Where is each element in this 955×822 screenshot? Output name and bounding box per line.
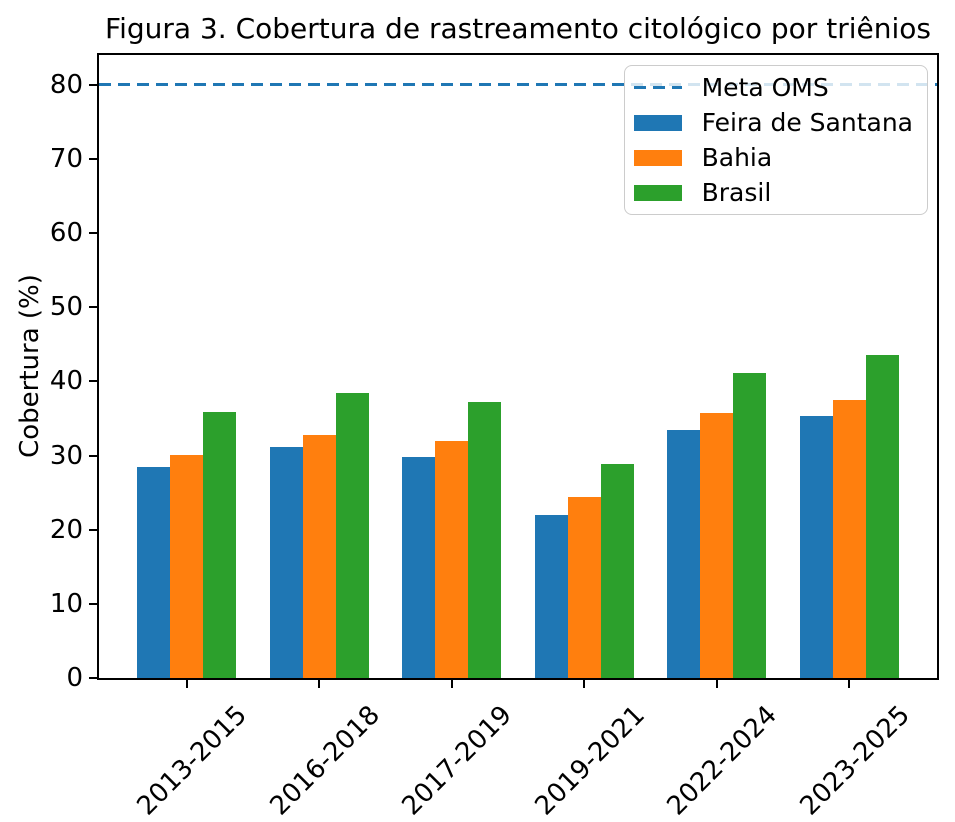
legend-color-patch [633, 149, 682, 166]
bar-brasil [733, 373, 767, 678]
y-tick-mark [89, 232, 97, 234]
y-tick-mark [89, 602, 97, 605]
plot-area: Meta OMS Feira de Santana Bahia Brasil [97, 53, 939, 680]
legend-item-brasil: Brasil [633, 175, 913, 210]
bar-brasil [600, 463, 634, 678]
legend-label: Bahia [701, 143, 773, 172]
bar-feira-de-santana [667, 430, 701, 678]
y-tick-label: 40 [49, 366, 83, 397]
legend-label: Feira de Santana [701, 108, 913, 137]
y-tick-mark [89, 157, 97, 160]
y-tick-mark [89, 380, 97, 383]
y-tick-label: 80 [49, 69, 83, 100]
bar-feira-de-santana [402, 456, 436, 678]
x-tick-mark [715, 680, 718, 688]
x-tick-label: 2023-2025 [794, 700, 916, 822]
legend-item-feira-de-santana: Feira de Santana [633, 105, 913, 140]
x-tick-label: 2016-2018 [264, 700, 386, 822]
x-tick-label: 2013-2015 [131, 700, 253, 822]
y-tick-label: 70 [49, 143, 83, 174]
legend-dashed-line-sample [633, 86, 682, 89]
bar-bahia [170, 454, 204, 678]
legend-item-bahia: Bahia [633, 140, 913, 175]
bar-bahia [700, 413, 734, 678]
x-tick-label: 2019-2021 [529, 700, 651, 822]
legend-label: Meta OMS [701, 73, 829, 102]
legend: Meta OMS Feira de Santana Bahia Brasil [623, 65, 928, 215]
x-tick-mark [318, 680, 321, 688]
y-tick-label: 0 [66, 663, 83, 693]
bar-feira-de-santana [799, 416, 833, 678]
bar-brasil [335, 393, 369, 678]
bar-bahia [567, 497, 601, 678]
y-tick-label: 60 [49, 218, 83, 248]
bar-feira-de-santana [269, 446, 303, 678]
y-tick-label: 50 [49, 292, 83, 323]
x-tick-mark [583, 680, 586, 688]
y-tick-label: 30 [49, 440, 83, 471]
bar-brasil [865, 355, 899, 678]
y-tick-mark [89, 454, 97, 457]
bar-brasil [468, 402, 502, 678]
y-tick-mark [89, 677, 97, 679]
bar-bahia [832, 399, 866, 678]
reference-line [99, 83, 937, 87]
bar-bahia [435, 441, 469, 678]
legend-color-patch [633, 184, 682, 201]
chart-title: Figura 3. Cobertura de rastreamento cito… [105, 12, 931, 45]
x-tick-label: 2022-2024 [661, 700, 783, 822]
bar-feira-de-santana [534, 514, 568, 678]
y-tick-label: 20 [49, 514, 83, 545]
y-tick-mark [89, 306, 97, 309]
bar-brasil [203, 412, 237, 678]
y-tick-label: 10 [49, 588, 83, 619]
bar-feira-de-santana [137, 467, 171, 678]
x-tick-mark [450, 680, 453, 688]
legend-item-meta-oms: Meta OMS [633, 70, 913, 105]
y-tick-mark [89, 83, 97, 86]
x-tick-mark [185, 680, 188, 688]
legend-label: Brasil [701, 178, 772, 207]
bar-bahia [302, 434, 336, 678]
x-tick-mark [848, 680, 851, 688]
x-tick-label: 2017-2019 [396, 700, 518, 822]
legend-color-patch [633, 114, 682, 131]
y-tick-mark [89, 528, 97, 531]
